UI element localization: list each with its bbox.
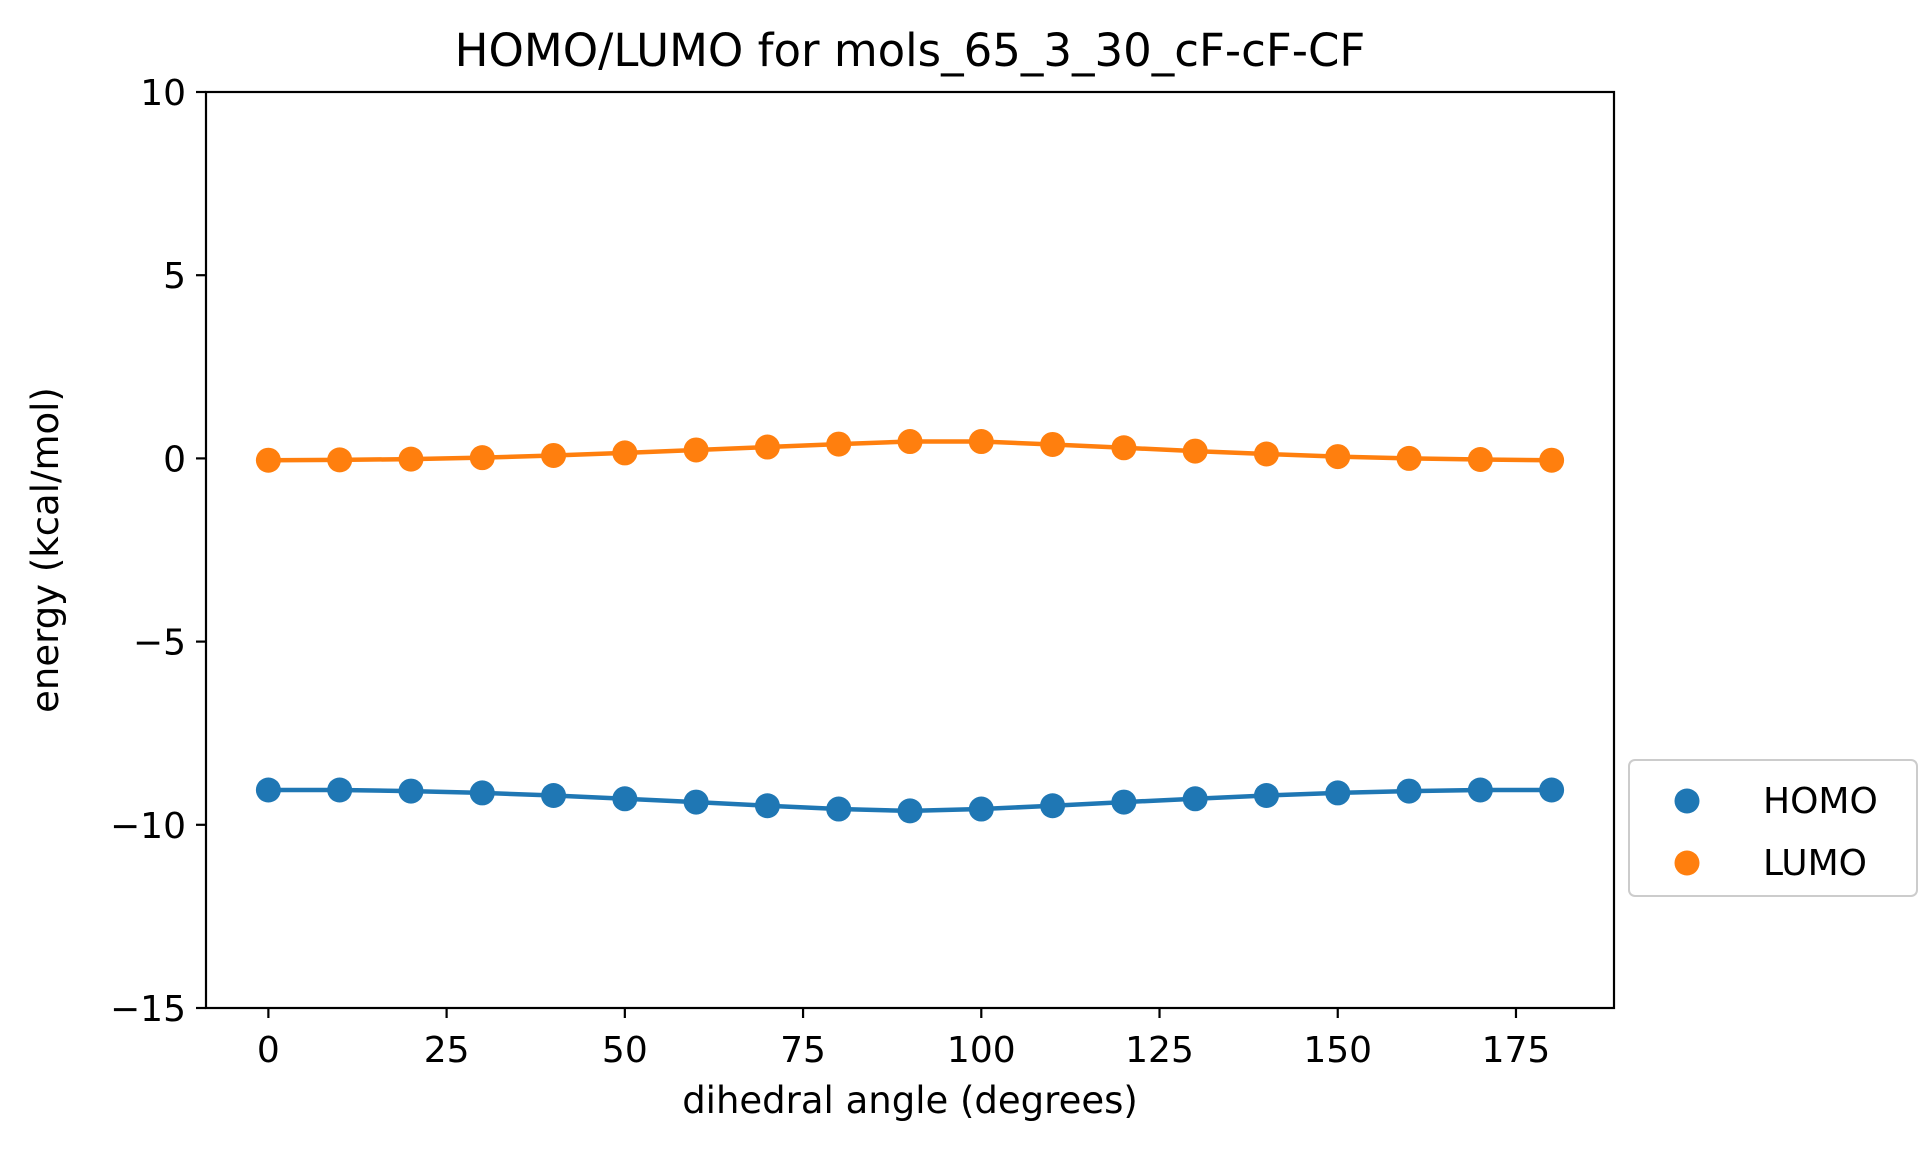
x-tick-label: 50 — [602, 1030, 648, 1071]
y-axis-label: energy (kcal/mol) — [24, 387, 67, 713]
x-tick-label: 125 — [1125, 1030, 1194, 1071]
lumo-point — [469, 445, 495, 471]
lumo-point — [1467, 446, 1493, 472]
homo-point — [1539, 777, 1565, 803]
legend-label-homo: HOMO — [1763, 781, 1878, 822]
homo-point — [1040, 793, 1066, 819]
lumo-point — [541, 442, 567, 468]
legend-box — [1628, 759, 1918, 897]
x-axis-label: dihedral angle (degrees) — [682, 1079, 1138, 1122]
y-tick-label: 10 — [140, 73, 186, 114]
chart-title: HOMO/LUMO for mols_65_3_30_cF-cF-CF — [455, 24, 1366, 77]
x-tick-label: 0 — [257, 1030, 280, 1071]
homo-point — [1396, 778, 1422, 804]
lumo-point — [1539, 447, 1565, 473]
lumo-point — [968, 429, 994, 455]
lumo-point — [826, 431, 852, 457]
legend-marker-lumo — [1674, 850, 1700, 876]
homo-point — [683, 789, 709, 815]
lumo-point — [612, 440, 638, 466]
homo-point — [469, 780, 495, 806]
y-tick-label: 0 — [163, 439, 186, 480]
homo-point — [612, 786, 638, 812]
homo-point — [1325, 780, 1351, 806]
y-tick-label: −10 — [110, 806, 186, 847]
lumo-point — [255, 447, 281, 473]
x-tick-label: 25 — [424, 1030, 470, 1071]
x-tick-label: 150 — [1303, 1030, 1372, 1071]
homo-point — [541, 782, 567, 808]
homo-point — [398, 778, 424, 804]
homo-point — [1253, 782, 1279, 808]
lumo-point — [327, 447, 353, 473]
lumo-point — [754, 434, 780, 460]
homo-series — [255, 777, 1565, 824]
series-layer — [255, 429, 1565, 824]
lumo-point — [1253, 441, 1279, 467]
y-tick-label: 5 — [163, 256, 186, 297]
y-tick-label: −5 — [133, 623, 186, 664]
homo-point — [754, 793, 780, 819]
lumo-point — [1040, 431, 1066, 457]
legend-label-lumo: LUMO — [1763, 843, 1867, 884]
lumo-point — [1325, 444, 1351, 470]
lumo-point — [1182, 438, 1208, 464]
y-axis: −15 −10 −5 0 5 10 — [110, 73, 206, 1030]
plot-frame — [204, 90, 1616, 1010]
lumo-point — [683, 437, 709, 463]
lumo-series — [255, 429, 1565, 473]
x-axis: 0 25 50 75 100 125 150 175 — [257, 1008, 1550, 1071]
x-tick-label: 75 — [780, 1030, 826, 1071]
x-tick-label: 175 — [1482, 1030, 1551, 1071]
legend: HOMO LUMO — [1628, 759, 1918, 897]
lumo-point — [897, 429, 923, 455]
homo-point — [1111, 789, 1137, 815]
legend-marker-homo — [1674, 788, 1700, 814]
homo-point — [897, 798, 923, 824]
lumo-point — [1111, 435, 1137, 461]
homo-point — [968, 796, 994, 822]
homo-point — [1182, 786, 1208, 812]
x-tick-label: 100 — [947, 1030, 1016, 1071]
y-tick-label: −15 — [110, 989, 186, 1030]
homo-point — [327, 777, 353, 803]
lumo-point — [1396, 445, 1422, 471]
homo-point — [255, 777, 281, 803]
homo-point — [1467, 777, 1493, 803]
homo-point — [826, 796, 852, 822]
lumo-point — [398, 446, 424, 472]
